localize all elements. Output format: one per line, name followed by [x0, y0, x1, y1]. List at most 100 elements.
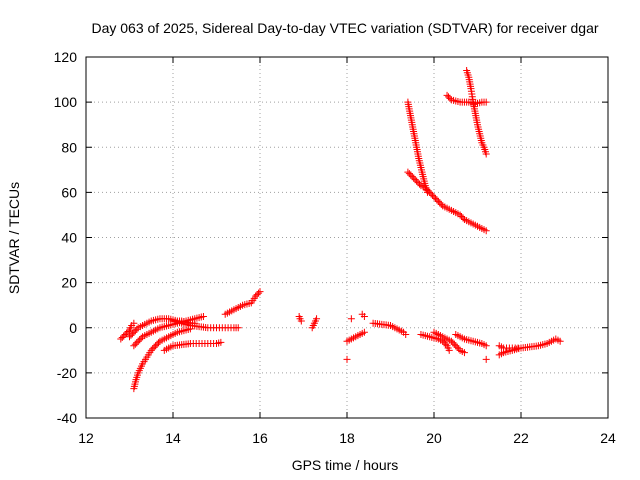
data-point: [136, 336, 144, 344]
y-tick-label: -20: [57, 365, 77, 381]
data-point: [360, 328, 368, 336]
x-tick-label: 22: [513, 430, 529, 446]
data-point: [423, 185, 431, 193]
data-point: [402, 331, 410, 339]
data-point: [442, 340, 450, 348]
data-point: [436, 199, 444, 207]
series-arc-n: [369, 319, 410, 339]
x-tick-label: 12: [78, 430, 94, 446]
data-point: [131, 327, 139, 335]
data-point: [217, 338, 225, 346]
data-point: [443, 91, 451, 99]
chart-title: Day 063 of 2025, Sidereal Day-to-day VTE…: [91, 20, 598, 36]
data-point: [120, 332, 128, 340]
series-arc-l: [343, 328, 368, 345]
data-point: [313, 315, 321, 323]
data-point: [452, 342, 460, 350]
x-tick-label: 20: [426, 430, 442, 446]
data-point: [410, 174, 418, 182]
data-point: [253, 291, 261, 299]
series-arc-b: [130, 325, 194, 393]
data-point: [127, 331, 135, 339]
series-arc-e: [160, 338, 225, 354]
data-point: [482, 150, 490, 158]
data-point: [434, 197, 442, 205]
data-point: [405, 170, 413, 178]
data-point: [416, 180, 423, 188]
y-tick-label: 40: [61, 230, 77, 246]
series-arc-a: [117, 319, 138, 343]
data-point: [411, 176, 419, 184]
data-point: [431, 194, 439, 202]
data-point: [408, 173, 416, 181]
x-tick-label: 14: [165, 430, 181, 446]
series-arc-p: [430, 328, 468, 357]
data-point: [407, 171, 415, 179]
data-point: [429, 191, 437, 199]
x-tick-label: 16: [252, 430, 268, 446]
data-point: [433, 196, 441, 204]
y-tick-label: 60: [61, 184, 77, 200]
data-point: [414, 179, 422, 187]
data-point: [118, 334, 126, 342]
data-point: [134, 337, 142, 345]
data-point: [234, 324, 242, 332]
data-point: [297, 317, 305, 325]
y-tick-label: 20: [61, 275, 77, 291]
series-arc-i: [308, 315, 321, 332]
y-tick-label: 80: [61, 139, 77, 155]
data-point: [440, 339, 448, 347]
data-point: [147, 346, 155, 354]
series-arc-s: [495, 335, 564, 359]
data-point: [131, 340, 139, 348]
data-point: [453, 343, 461, 351]
data-point: [427, 190, 435, 198]
series-arc-t: [495, 342, 525, 352]
data-point: [343, 355, 351, 363]
data-points: [117, 67, 564, 393]
data-point: [456, 211, 464, 219]
data-point: [421, 184, 429, 192]
data-point: [150, 343, 158, 351]
data-point: [482, 98, 490, 106]
series-arc-j: [343, 355, 351, 363]
data-point: [130, 328, 138, 336]
series-arc-r: [482, 355, 490, 363]
data-point: [404, 168, 412, 176]
series-arc-v: [404, 168, 490, 235]
data-point: [155, 339, 162, 347]
y-tick-label: -40: [57, 410, 77, 426]
y-tick-label: 120: [54, 49, 78, 65]
series-arc-q: [452, 331, 490, 350]
data-point: [117, 335, 125, 343]
data-point: [130, 319, 138, 327]
data-point: [199, 312, 207, 320]
data-point: [130, 342, 138, 350]
data-point: [153, 340, 161, 348]
data-point: [133, 325, 141, 333]
data-point: [347, 315, 355, 323]
y-tick-label: 0: [69, 320, 77, 336]
data-point: [482, 355, 490, 363]
data-point: [426, 188, 434, 196]
y-axis: -40 -20 0 20 40 60 80 100 120: [54, 49, 608, 426]
series-arc-m: [358, 310, 368, 320]
data-point: [149, 345, 157, 353]
data-point: [424, 187, 432, 195]
data-point: [460, 349, 468, 357]
data-point: [437, 200, 445, 208]
series-arc-x: [463, 67, 490, 158]
data-point: [445, 346, 453, 354]
x-axis-label: GPS time / hours: [292, 457, 399, 473]
data-point: [252, 292, 260, 300]
x-tick-label: 24: [600, 430, 616, 446]
y-axis-label: SDTVAR / TECUs: [6, 182, 22, 294]
data-point: [133, 339, 141, 347]
data-point: [413, 177, 421, 185]
data-point: [455, 345, 463, 353]
data-point: [137, 334, 145, 342]
data-point: [482, 342, 490, 350]
y-tick-label: 100: [54, 94, 78, 110]
data-point: [360, 312, 368, 320]
